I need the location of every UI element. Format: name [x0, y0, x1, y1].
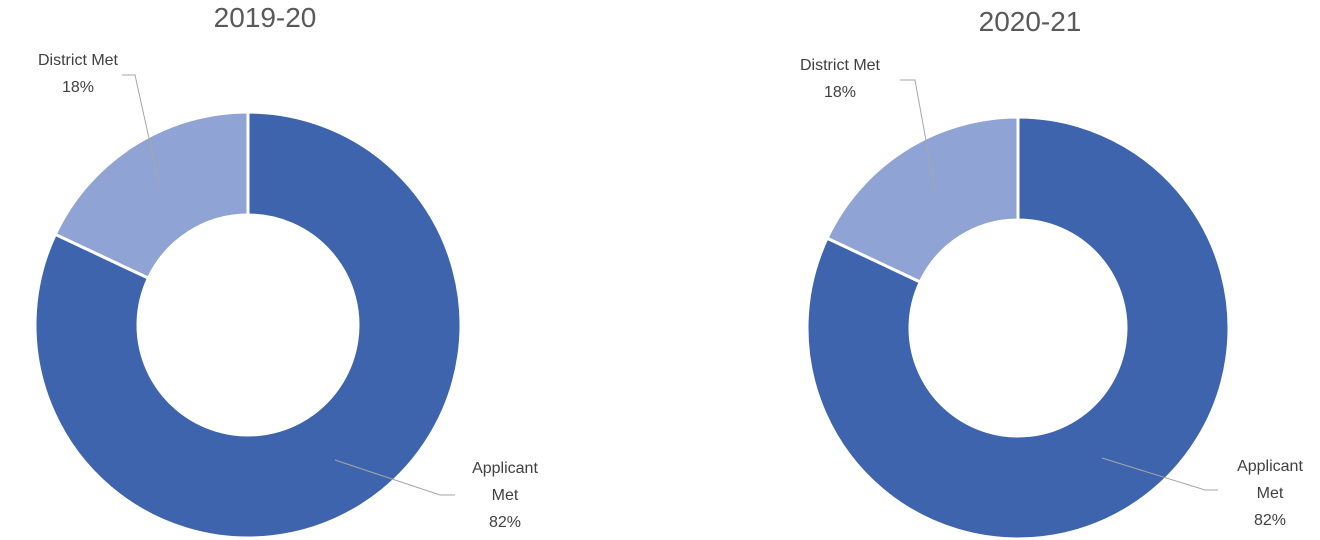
- leader-line: [334, 459, 455, 496]
- donut-slice: [53, 110, 250, 281]
- leader-line: [1101, 457, 1218, 491]
- chart-title: 2019-20: [213, 2, 317, 33]
- donut-slice: [33, 110, 463, 540]
- donut-slice: [805, 115, 1231, 540]
- leader-line: [900, 79, 936, 191]
- slice-label: Applicant Met: [1237, 458, 1303, 502]
- slice-label: District Met: [800, 57, 880, 74]
- chart-title: 2020-21: [978, 6, 1082, 37]
- slice-label: Applicant Met: [472, 460, 538, 504]
- value-label: 82%: [488, 514, 522, 531]
- value-label: 18%: [823, 84, 857, 101]
- value-label: 82%: [1253, 512, 1287, 529]
- donut-slice: [825, 115, 1020, 285]
- value-label: 18%: [61, 79, 95, 96]
- slice-label: District Met: [38, 52, 118, 69]
- leader-line: [122, 74, 161, 189]
